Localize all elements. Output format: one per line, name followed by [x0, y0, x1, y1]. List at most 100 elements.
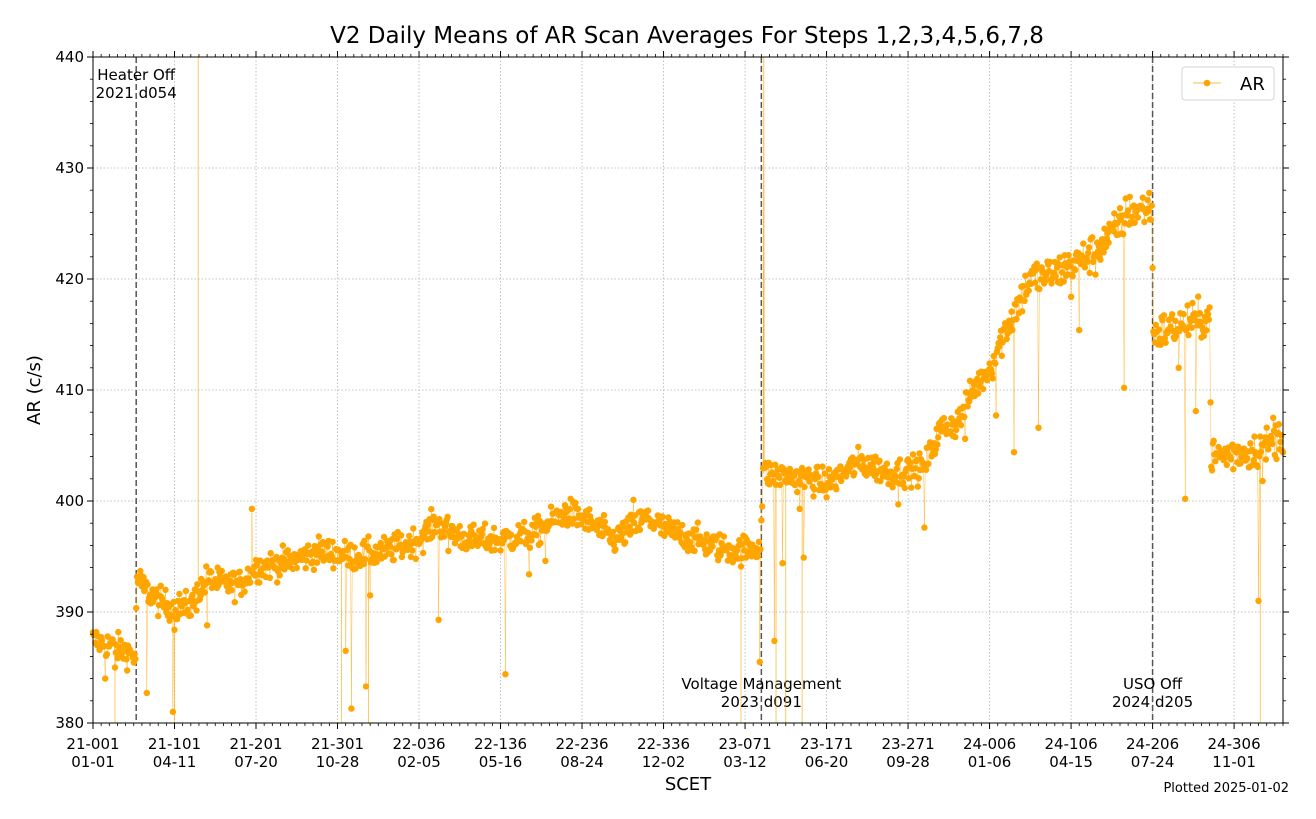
data-point	[1041, 278, 1049, 285]
data-point	[849, 454, 856, 461]
data-point	[1273, 455, 1280, 463]
data-point	[952, 433, 959, 441]
data-point	[1045, 267, 1053, 275]
data-point	[218, 567, 225, 575]
data-point	[847, 464, 854, 471]
x-tick-label: 22-336	[637, 735, 690, 753]
data-point	[691, 547, 698, 554]
data-point	[1124, 212, 1131, 219]
data-point	[1160, 312, 1168, 319]
data-point	[1189, 299, 1196, 307]
data-point	[133, 604, 140, 612]
data-point	[1084, 258, 1091, 265]
data-point	[1105, 239, 1112, 246]
data-point	[1008, 308, 1015, 315]
data-point	[231, 599, 238, 606]
data-point	[1120, 384, 1128, 391]
legend-label: AR	[1240, 74, 1265, 95]
data-point	[117, 637, 124, 644]
data-point	[1098, 244, 1105, 251]
data-point	[907, 459, 914, 466]
data-point	[776, 481, 784, 489]
x-axis-title: SCET	[665, 774, 712, 795]
data-point	[1131, 219, 1138, 226]
event-date-label: 2023 d091	[721, 693, 802, 711]
data-point	[815, 473, 822, 480]
data-point	[1180, 310, 1187, 318]
data-point	[986, 360, 993, 367]
x-tick-label: 23-171	[800, 735, 853, 753]
event-date-label: 2021 d054	[96, 84, 177, 102]
data-point	[279, 542, 287, 549]
data-point	[1085, 249, 1092, 257]
data-point	[737, 563, 745, 570]
data-point	[838, 477, 845, 485]
data-point	[1191, 316, 1198, 324]
data-point	[169, 708, 177, 716]
data-point	[436, 515, 443, 523]
data-point	[715, 557, 722, 564]
data-point	[776, 474, 783, 481]
data-point	[1205, 316, 1213, 323]
data-point	[155, 612, 162, 620]
data-point	[407, 553, 415, 561]
data-point	[757, 546, 764, 553]
data-point	[302, 565, 309, 572]
data-point	[256, 579, 263, 586]
data-point	[1176, 327, 1183, 334]
x-tick-label: 21-001	[66, 735, 119, 753]
data-point	[932, 446, 939, 453]
data-point	[201, 589, 208, 596]
x-tick-label: 21-201	[229, 735, 282, 753]
data-point	[893, 465, 900, 472]
data-point	[102, 675, 109, 682]
data-point	[324, 543, 331, 550]
data-point	[507, 531, 515, 538]
data-point	[1126, 193, 1134, 200]
data-point	[814, 463, 821, 470]
data-point	[310, 566, 318, 573]
data-point	[1033, 260, 1041, 267]
data-point	[729, 559, 736, 566]
data-point	[360, 560, 367, 568]
x-tick-sublabel: 11-01	[1212, 753, 1256, 771]
data-point	[905, 475, 913, 482]
data-point	[1155, 326, 1163, 333]
data-point	[365, 533, 372, 540]
data-point	[318, 548, 326, 555]
data-point	[961, 413, 968, 421]
chart-title: V2 Daily Means of AR Scan Averages For S…	[330, 23, 1044, 49]
data-point	[574, 505, 582, 513]
x-tick-sublabel: 09-28	[886, 753, 930, 771]
data-point	[1195, 293, 1202, 300]
data-point	[1172, 317, 1179, 325]
data-point	[677, 530, 684, 537]
data-point	[739, 540, 746, 548]
data-point	[208, 568, 215, 576]
data-point	[586, 506, 593, 513]
data-point	[1250, 456, 1257, 464]
data-point	[1019, 308, 1026, 315]
data-point	[430, 513, 437, 520]
data-point	[1085, 244, 1093, 251]
data-point	[883, 460, 891, 467]
data-point	[1067, 293, 1075, 300]
data-point	[1204, 311, 1212, 318]
data-point	[111, 664, 119, 671]
data-point	[351, 544, 358, 551]
data-point	[1262, 456, 1270, 463]
data-point	[823, 494, 830, 501]
data-point	[957, 422, 965, 429]
data-point	[618, 531, 626, 538]
data-point	[187, 612, 194, 619]
data-point	[822, 486, 829, 493]
data-point	[194, 581, 201, 588]
data-point	[1003, 335, 1010, 343]
data-point	[794, 468, 802, 475]
data-point	[124, 667, 131, 674]
data-point	[521, 518, 528, 525]
data-point	[879, 473, 886, 480]
data-point	[1086, 269, 1094, 277]
x-tick-sublabel: 12-02	[642, 753, 686, 771]
